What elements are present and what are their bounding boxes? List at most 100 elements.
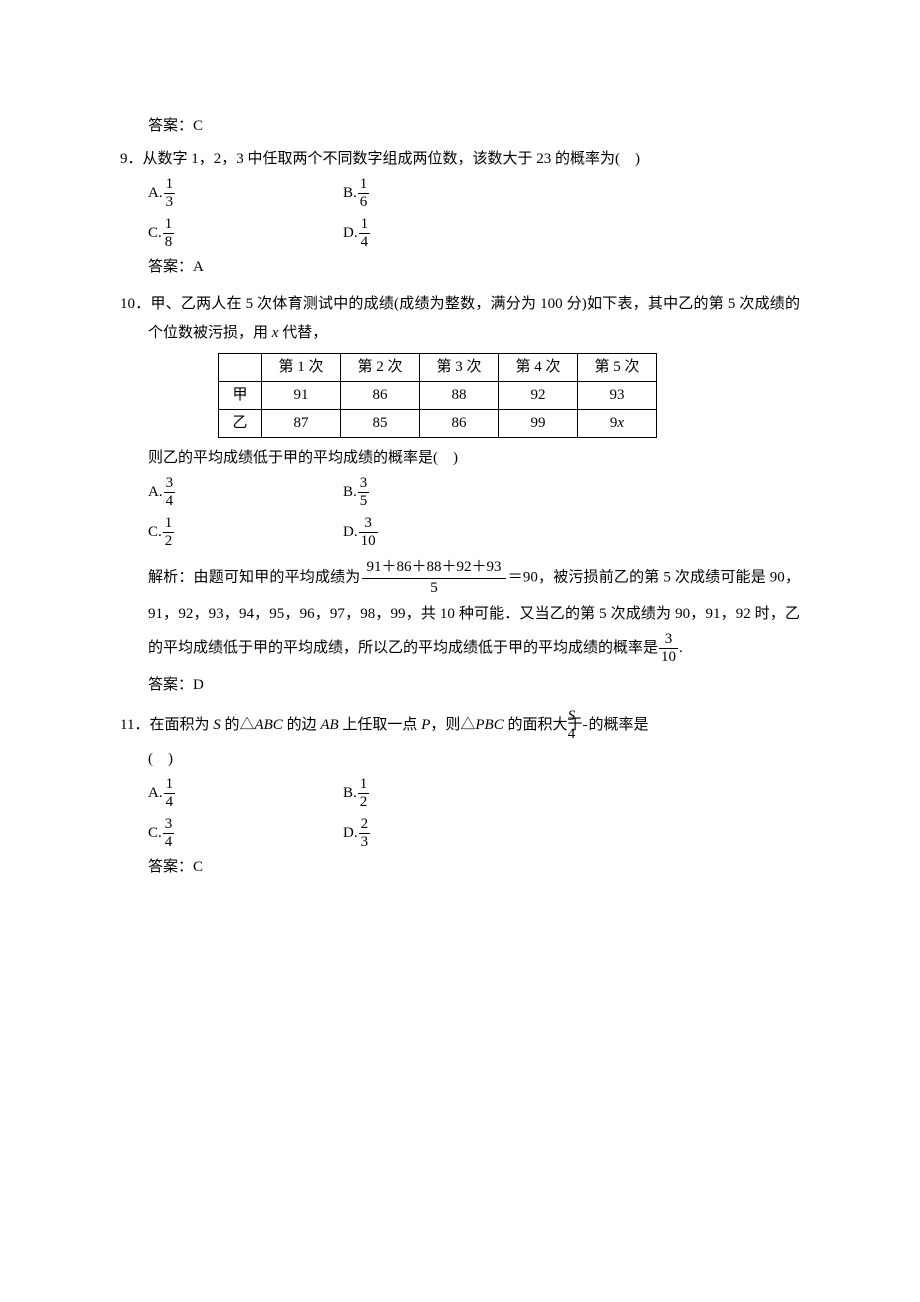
q11-B-frac: 12 xyxy=(358,776,370,812)
q9-B-frac: 16 xyxy=(358,176,370,212)
q9-choice-B: B. 16 xyxy=(343,176,538,212)
table-row-jia: 甲 91 86 88 92 93 xyxy=(219,382,657,410)
q10-answer-value: D xyxy=(193,677,204,693)
q10-table: 第 1 次 第 2 次 第 3 次 第 4 次 第 5 次 甲 91 86 88… xyxy=(218,353,657,438)
q11-choice-C: C. 34 xyxy=(148,816,343,852)
q11-AB: AB xyxy=(320,717,338,733)
q9-number: 9． xyxy=(120,151,143,167)
q11-ABC: ABC xyxy=(254,717,282,733)
q10-exp-a: 解析：由题可知甲的平均成绩为 xyxy=(148,569,360,585)
td-jia-3: 88 xyxy=(420,382,499,410)
table-row-yi: 乙 87 85 86 99 9x xyxy=(219,410,657,438)
th-5: 第 5 次 xyxy=(578,354,657,382)
th-3: 第 3 次 xyxy=(420,354,499,382)
table-header-row: 第 1 次 第 2 次 第 3 次 第 4 次 第 5 次 xyxy=(219,354,657,382)
q10-C-frac: 12 xyxy=(163,515,175,551)
q11-B-letter: B. xyxy=(343,783,357,804)
q9-choice-A: A. 13 xyxy=(148,176,343,212)
td-yi-5-x: x xyxy=(617,415,624,431)
q11-S: S xyxy=(213,717,221,733)
th-4: 第 4 次 xyxy=(499,354,578,382)
q9-A-frac: 13 xyxy=(164,176,176,212)
q11-D-frac: 23 xyxy=(359,816,371,852)
q10-exp-b: ＝90，被污损前乙的第 5 xyxy=(508,569,671,585)
th-blank xyxy=(219,354,262,382)
q11-answer-label: 答案： xyxy=(148,859,193,875)
q11-P: P xyxy=(421,717,430,733)
q11-C-frac: 34 xyxy=(163,816,175,852)
q10-D-letter: D. xyxy=(343,522,358,543)
q11-C-letter: C. xyxy=(148,823,162,844)
td-yi-4: 99 xyxy=(499,410,578,438)
td-yi-2: 85 xyxy=(341,410,420,438)
q9-D-letter: D. xyxy=(343,223,358,244)
q9-B-letter: B. xyxy=(343,183,357,204)
q11-d: 上任取一点 xyxy=(339,717,422,733)
q11-D-letter: D. xyxy=(343,823,358,844)
q11-choice-A: A. 14 xyxy=(148,776,343,812)
answer-value: C xyxy=(193,118,203,134)
q9-choices-row2: C. 18 D. 14 xyxy=(120,216,800,252)
th-1: 第 1 次 xyxy=(262,354,341,382)
q11-choices-row1: A. 14 B. 12 xyxy=(120,776,800,812)
td-jia-2: 86 xyxy=(341,382,420,410)
q9-choices-row1: A. 13 B. 16 xyxy=(120,176,800,212)
q10-A-letter: A. xyxy=(148,482,163,503)
q10-choice-B: B. 35 xyxy=(343,475,538,511)
q9-choice-D: D. 14 xyxy=(343,216,538,252)
q11-e: ，则△ xyxy=(430,717,475,733)
q9-stem: 9．从数字 1，2，3 中任取两个不同数字组成两位数，该数大于 23 的概率为(… xyxy=(120,149,800,170)
q9-A-letter: A. xyxy=(148,183,163,204)
answer-label: 答案： xyxy=(148,118,193,134)
td-yi-1: 87 xyxy=(262,410,341,438)
q10-B-letter: B. xyxy=(343,482,357,503)
q9-C-letter: C. xyxy=(148,223,162,244)
q10-stem1: 10．甲、乙两人在 5 次体育测试中的成绩(成绩为整数，满分为 100 分)如下… xyxy=(120,290,800,347)
q8-answer: 答案：C xyxy=(120,116,800,137)
q10-B-frac: 35 xyxy=(358,475,370,511)
q11-paren-close: ) xyxy=(168,751,173,767)
q11-A-letter: A. xyxy=(148,783,163,804)
q11-answer: 答案：C xyxy=(120,857,800,878)
q11-g: 的概率是 xyxy=(588,717,648,733)
q11-paren: ( ) xyxy=(120,749,800,770)
q11-c: 的边 xyxy=(283,717,321,733)
q9-choice-C: C. 18 xyxy=(148,216,343,252)
q10-choices-row1: A. 34 B. 35 xyxy=(120,475,800,511)
q11-number: 11． xyxy=(120,717,149,733)
q9-stem-text-b: ) xyxy=(635,151,640,167)
th-2: 第 2 次 xyxy=(341,354,420,382)
q10-stem1-a: 甲、乙两人在 5 次体育测试中的成绩(成绩为整数，满分为 100 分)如下表，其… xyxy=(148,296,800,341)
q10-stem2-a: 则乙的平均成绩低于甲的平均成绩的概率是( xyxy=(148,450,438,466)
question-11: 11．在面积为 S 的△ABC 的边 AB 上任取一点 P，则△PBC 的面积大… xyxy=(120,708,800,879)
td-jia-4: 92 xyxy=(499,382,578,410)
q9-answer-label: 答案： xyxy=(148,259,193,275)
q10-choice-D: D. 310 xyxy=(343,515,538,551)
q10-explain: 解析：由题可知甲的平均成绩为91＋86＋88＋92＋935＝90，被污损前乙的第… xyxy=(120,558,800,667)
q11-choice-B: B. 12 xyxy=(343,776,538,812)
q11-answer-value: C xyxy=(193,859,203,875)
td-jia-h: 甲 xyxy=(219,382,262,410)
q10-D-frac: 310 xyxy=(359,515,378,551)
q10-stem2: 则乙的平均成绩低于甲的平均成绩的概率是( ) xyxy=(120,448,800,469)
q10-choices-row2: C. 12 D. 310 xyxy=(120,515,800,551)
q10-A-frac: 34 xyxy=(164,475,176,511)
td-jia-1: 91 xyxy=(262,382,341,410)
td-yi-3: 86 xyxy=(420,410,499,438)
q11-b: 的△ xyxy=(221,717,255,733)
q10-choice-C: C. 12 xyxy=(148,515,343,551)
q11-A-frac: 14 xyxy=(164,776,176,812)
q9-answer-value: A xyxy=(193,259,204,275)
q10-stem1-end: 代替， xyxy=(278,325,327,341)
td-jia-5: 93 xyxy=(578,382,657,410)
q11-choices-row2: C. 34 D. 23 xyxy=(120,816,800,852)
q10-answer-label: 答案： xyxy=(148,677,193,693)
q10-exp-frac2: 310 xyxy=(659,631,678,667)
td-yi-5: 9x xyxy=(578,410,657,438)
q10-stem2-end: ) xyxy=(453,450,458,466)
q9-stem-text-a: 从数字 1，2，3 中任取两个不同数字组成两位数，该数大于 23 的概率为( xyxy=(143,151,621,167)
q11-frac-S4: S4 xyxy=(583,708,587,744)
q10-answer: 答案：D xyxy=(120,675,800,696)
q11-choice-D: D. 23 xyxy=(343,816,538,852)
q10-exp-frac1: 91＋86＋88＋92＋935 xyxy=(362,558,505,598)
